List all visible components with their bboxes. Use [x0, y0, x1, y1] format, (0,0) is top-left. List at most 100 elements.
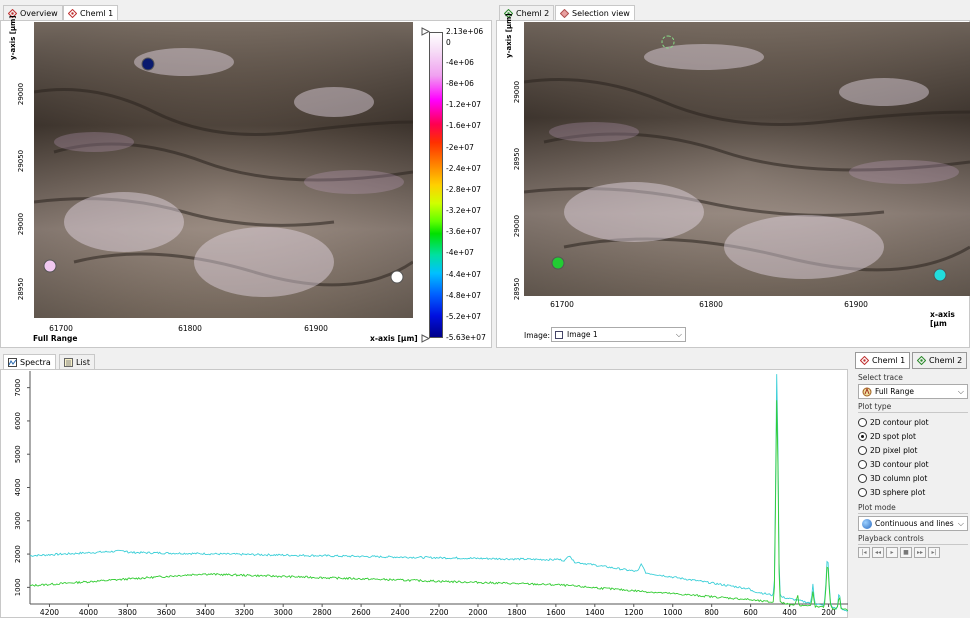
x-tick-label: 3400 [196, 608, 215, 617]
y-tick-label: 6000 [14, 412, 22, 430]
tab-label: Cheml 1 [872, 356, 906, 365]
radio-circle-icon [858, 487, 867, 497]
x-tick-label: 400 [782, 608, 797, 617]
colorbar-label: 0 [446, 38, 451, 47]
skip-first-icon[interactable]: |◂ [858, 547, 870, 558]
spot-marker[interactable] [390, 270, 404, 284]
tab-label: Cheml 1 [80, 9, 114, 18]
y-tick: 29000 [513, 80, 522, 104]
plot-mode-label: Plot mode [858, 503, 968, 514]
spectra-plot[interactable]: 1000 2000 3000 4000 5000 6000 7000 4200 4000 3800… [0, 369, 848, 618]
plot-type-label: 2D contour plot [870, 417, 929, 427]
plot-mode-value: Continuous and lines [875, 519, 954, 528]
plot-type-option[interactable]: 2D contour plot [858, 415, 968, 429]
x-axis-label: x-axis [µm] [370, 334, 418, 343]
plot-type-option[interactable]: 3D contour plot [858, 457, 968, 471]
microscope-image-right[interactable] [524, 22, 970, 296]
x-tick: 61800 [178, 324, 202, 333]
spot-marker[interactable] [933, 268, 947, 282]
skip-last-icon[interactable]: ▸| [928, 547, 940, 558]
colorbar-min-handle-icon[interactable] [421, 334, 430, 343]
spectrum-line-cyan [29, 374, 848, 612]
x-tick-label: 4200 [40, 608, 59, 617]
plot-type-option[interactable]: 2D pixel plot [858, 443, 968, 457]
tab-cheml-2-side[interactable]: Cheml 2 [912, 352, 968, 369]
radio-circle-icon [858, 431, 867, 441]
x-tick-label: 3600 [157, 608, 176, 617]
colorbar-label: -8e+06 [446, 79, 474, 89]
tab-list[interactable]: List [59, 354, 95, 370]
chem-diamond-icon [917, 356, 926, 365]
plot-type-option[interactable]: 3D sphere plot [858, 485, 968, 499]
colorbar-label: -3.6e+07 [446, 227, 482, 237]
spot-marker[interactable] [43, 259, 57, 273]
stop-icon[interactable]: ■ [900, 547, 912, 558]
spot-marker[interactable] [551, 256, 565, 270]
trace-select-value: Full Range [875, 387, 914, 396]
image-select[interactable]: Image 1 ⌵ [551, 327, 686, 342]
chem-diamond-icon [68, 9, 77, 18]
tab-cheml-2-right[interactable]: Cheml 2 [499, 5, 555, 21]
radio-circle-icon [858, 473, 867, 483]
chem-diamond-icon [504, 9, 513, 18]
x-tick-label: 2000 [468, 608, 487, 617]
y-tick-label: 7000 [14, 379, 22, 397]
colorbar [429, 32, 443, 338]
x-tick-label: 600 [743, 608, 758, 617]
chem-diamond-icon [860, 356, 869, 365]
spectrum-line-green [29, 400, 848, 612]
chevron-down-icon: ⌵ [957, 518, 964, 528]
radio-circle-icon [858, 445, 867, 455]
plot-type-label: 3D sphere plot [870, 487, 926, 497]
select-trace-label: Select trace [858, 373, 903, 382]
chevron-down-icon: ⌵ [957, 386, 964, 396]
micrograph-texture [34, 22, 413, 318]
x-tick-label: 1000 [663, 608, 682, 617]
y-tick-label: 1000 [14, 578, 22, 596]
y-tick: 28950 [17, 277, 26, 301]
x-tick-label: 4000 [79, 608, 98, 617]
x-tick-label: 1200 [624, 608, 643, 617]
plot-type-label: 3D column plot [870, 473, 928, 483]
x-tick-label: 2600 [352, 608, 371, 617]
spot-marker[interactable] [661, 35, 675, 49]
x-tick-label: 2800 [313, 608, 332, 617]
colorbar-label: -4.8e+07 [446, 290, 482, 300]
tab-cheml-1-side[interactable]: Cheml 1 [855, 352, 911, 369]
tab-label: Spectra [20, 358, 51, 367]
x-axis-label: x-axis [µm [930, 310, 955, 328]
microscope-image-left[interactable] [34, 22, 413, 318]
x-tick-label: 3800 [118, 608, 137, 617]
image-select-label: Image: [524, 331, 551, 340]
trace-select[interactable]: Full Range ⌵ [858, 384, 968, 399]
fast-forward-icon[interactable]: ▸▸ [914, 547, 926, 558]
y-tick: 28950 [513, 277, 522, 301]
chevron-down-icon: ⌵ [675, 329, 682, 339]
image-icon [555, 330, 563, 339]
x-tick-label: 2400 [391, 608, 410, 617]
colorbar-label: -4e+06 [446, 58, 474, 67]
micrograph-texture [524, 22, 970, 296]
side-panel: Select trace Full Range ⌵ Plot type 2D c… [858, 373, 968, 558]
x-tick-label: 2200 [429, 608, 448, 617]
plot-type-option[interactable]: 3D column plot [858, 471, 968, 485]
y-tick: 29000 [513, 214, 522, 238]
plot-type-option[interactable]: 2D spot plot [858, 429, 968, 443]
y-tick: 29000 [17, 82, 26, 106]
chem-diamond-icon [8, 9, 17, 18]
tab-label: Overview [20, 9, 58, 18]
tab-spectra[interactable]: Spectra [3, 354, 56, 370]
tab-overview[interactable]: Overview [3, 5, 63, 21]
x-tick-label: 3000 [274, 608, 293, 617]
play-icon[interactable]: ▸ [886, 547, 898, 558]
rewind-icon[interactable]: ◂◂ [872, 547, 884, 558]
tab-selection-view[interactable]: Selection view [555, 5, 635, 21]
plot-mode-select[interactable]: Continuous and lines ⌵ [858, 516, 968, 531]
colorbar-max-handle-icon[interactable] [421, 27, 430, 36]
tab-label: Cheml 2 [516, 9, 550, 18]
list-icon [64, 358, 73, 367]
selection-diamond-icon [560, 9, 569, 18]
spot-marker[interactable] [141, 57, 155, 71]
tab-cheml-1-left[interactable]: Cheml 1 [63, 5, 119, 21]
y-tick-label: 2000 [14, 545, 22, 563]
